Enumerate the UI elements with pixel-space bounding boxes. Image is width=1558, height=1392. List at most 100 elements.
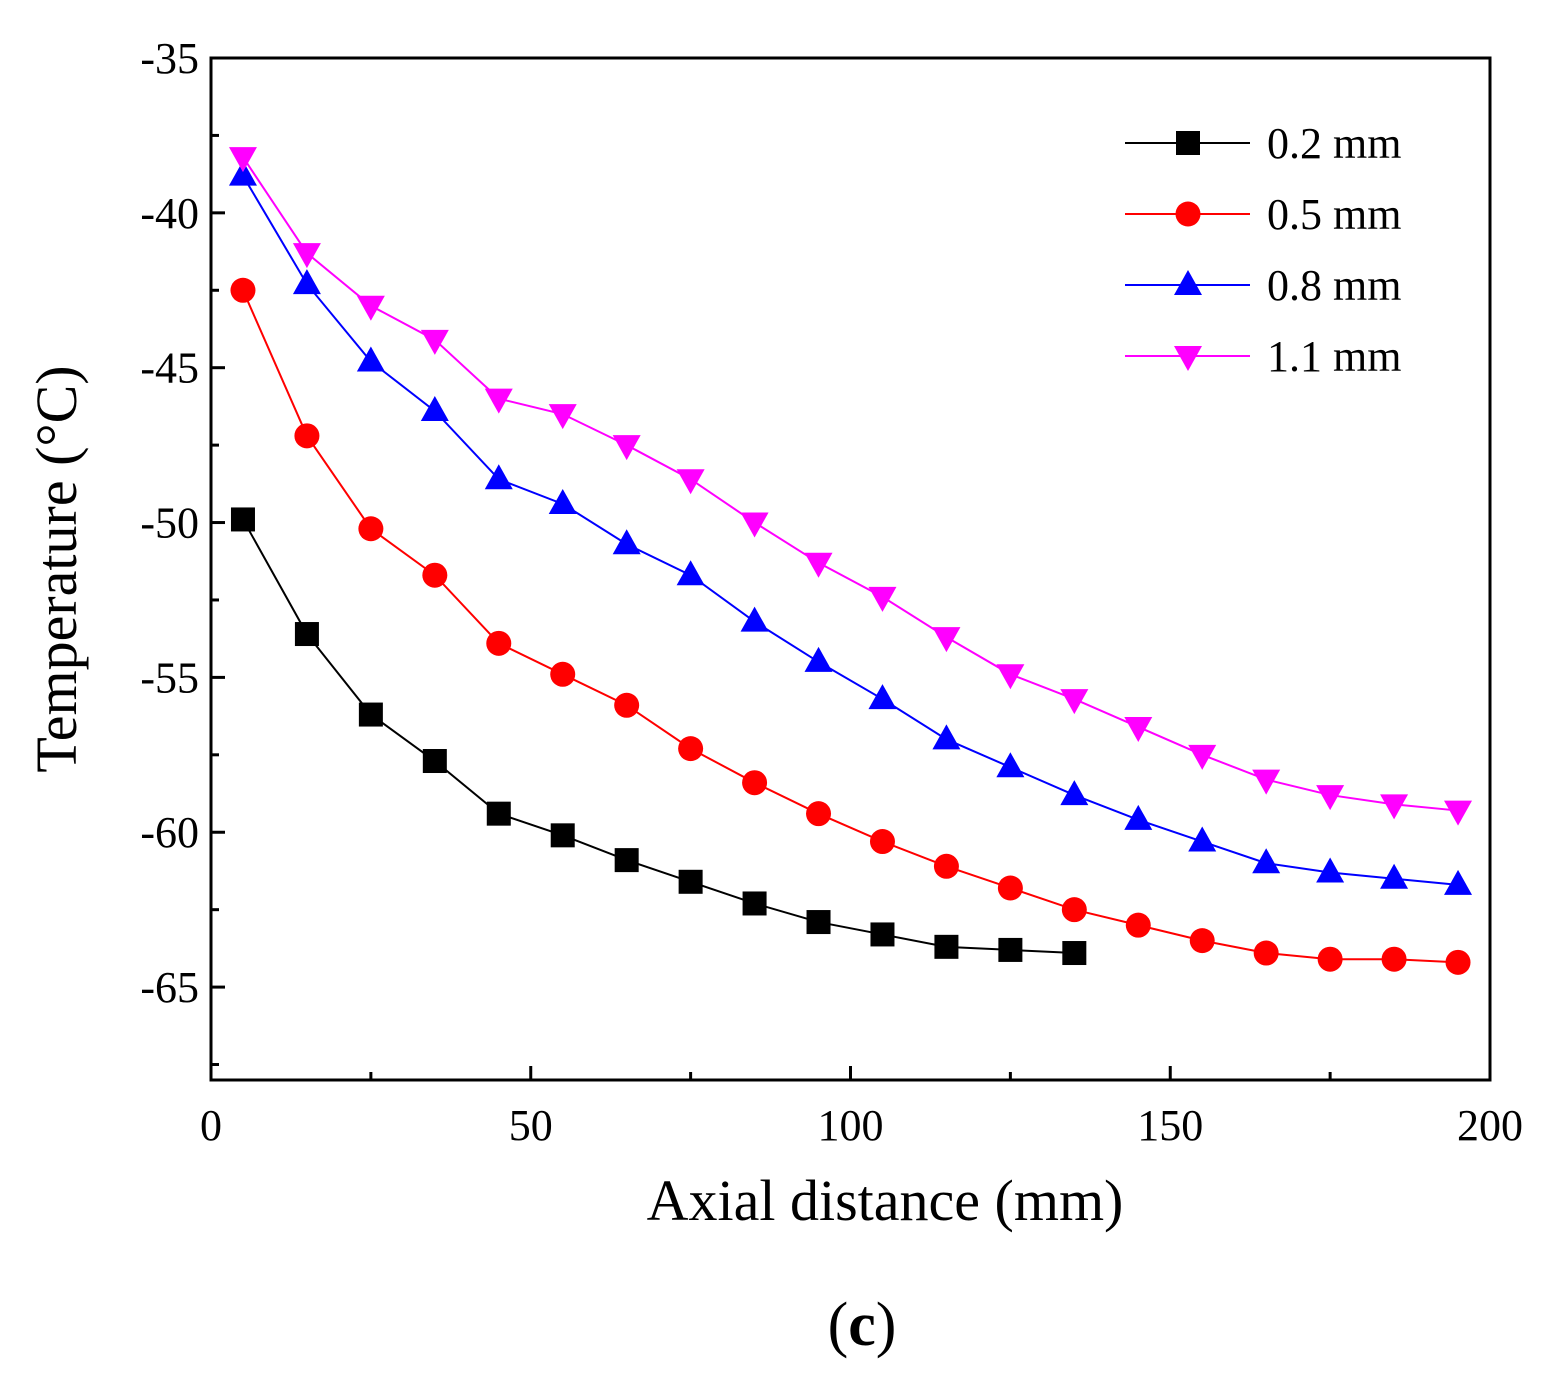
y-tick-label: -35 [140, 34, 199, 83]
data-point [676, 560, 705, 586]
data-point [740, 512, 769, 538]
legend-label: 0.5 mm [1267, 190, 1401, 239]
data-point [997, 875, 1023, 901]
data-point [740, 606, 769, 632]
x-tick-label: 200 [1457, 1101, 1523, 1150]
data-point [292, 269, 321, 295]
data-point [486, 801, 511, 826]
data-point [548, 404, 577, 430]
data-point [612, 435, 641, 461]
data-point [1062, 941, 1087, 966]
data-point [228, 160, 257, 186]
data-point [230, 507, 255, 532]
data-point [934, 934, 959, 959]
x-tick-label: 150 [1137, 1101, 1203, 1150]
data-point [294, 423, 320, 449]
data-point [420, 396, 449, 422]
series-line [242, 175, 1459, 886]
data-point [484, 464, 513, 490]
series-line [242, 289, 1459, 964]
data-point [1316, 785, 1345, 811]
data-point [422, 749, 447, 774]
data-point [742, 770, 768, 796]
data-point [358, 702, 383, 727]
y-axis-title: Temperature (°C) [24, 365, 89, 772]
data-point [230, 277, 256, 303]
series-layer [228, 147, 1473, 975]
data-point [676, 469, 705, 495]
data-point [1445, 949, 1471, 975]
data-point [868, 586, 897, 612]
data-point [1253, 940, 1279, 966]
data-point [1188, 826, 1217, 852]
x-axis-title: Axial distance (mm) [647, 1168, 1124, 1233]
data-point [806, 801, 832, 827]
data-point [1061, 897, 1087, 923]
data-point [1252, 769, 1281, 795]
legend-marker [1174, 346, 1202, 371]
legend-marker [1175, 201, 1201, 227]
data-point [1444, 800, 1473, 826]
legend-marker [1176, 131, 1200, 155]
legend-entry: 0.2 mm [1125, 119, 1401, 168]
data-point [614, 848, 639, 873]
data-point [1252, 848, 1281, 874]
data-point [996, 664, 1025, 690]
legend-label: 0.2 mm [1267, 119, 1401, 168]
panel-label-open: ( [828, 1291, 849, 1359]
data-point [932, 724, 961, 750]
panel-label: (c) [828, 1291, 897, 1359]
data-point [422, 562, 448, 588]
series-0-2-mm [230, 507, 1087, 966]
data-point [804, 552, 833, 578]
legend-entry: 1.1 mm [1125, 332, 1401, 381]
legend-label: 1.1 mm [1267, 332, 1401, 381]
panel-label-close: ) [876, 1291, 897, 1359]
data-point [933, 853, 959, 879]
data-point [228, 147, 257, 173]
data-point [932, 627, 961, 653]
data-point [1189, 928, 1215, 954]
panel-label-letter: c [848, 1291, 876, 1359]
data-point [996, 752, 1025, 778]
data-point [1124, 716, 1153, 742]
data-point [1381, 946, 1407, 972]
legend: 0.2 mm 0.5 mm 0.8 mm 1.1 mm [1125, 119, 1401, 381]
data-point [1317, 946, 1343, 972]
legend-marker [1174, 270, 1202, 295]
series-1-1-mm [228, 147, 1473, 826]
data-point [998, 937, 1023, 962]
data-point [1124, 804, 1153, 830]
data-point [1380, 863, 1409, 889]
data-point [869, 829, 895, 855]
data-point [420, 329, 449, 355]
x-tick-label: 100 [818, 1101, 884, 1150]
data-point [356, 346, 385, 372]
x-tick-label: 50 [509, 1101, 553, 1150]
data-point [678, 869, 703, 894]
x-tick-label: 0 [200, 1101, 222, 1150]
data-point [678, 736, 704, 762]
data-point [614, 692, 640, 718]
data-point [806, 910, 831, 935]
y-tick-label: -40 [140, 189, 199, 238]
y-tick-label: -65 [140, 963, 199, 1012]
data-point [1316, 857, 1345, 883]
data-point [484, 388, 513, 414]
y-tick-label: -45 [140, 344, 199, 393]
data-point [550, 661, 576, 687]
data-point [550, 823, 575, 848]
data-point [358, 516, 384, 542]
y-tick-label: -60 [140, 808, 199, 857]
data-point [868, 684, 897, 710]
data-point [1060, 689, 1089, 715]
y-tick-label: -50 [140, 499, 199, 548]
data-point [356, 295, 385, 321]
data-point [1188, 744, 1217, 770]
data-point [294, 622, 319, 647]
data-point [1125, 912, 1151, 938]
series-line [242, 156, 1459, 812]
data-point [1060, 780, 1089, 806]
data-point [742, 891, 767, 916]
